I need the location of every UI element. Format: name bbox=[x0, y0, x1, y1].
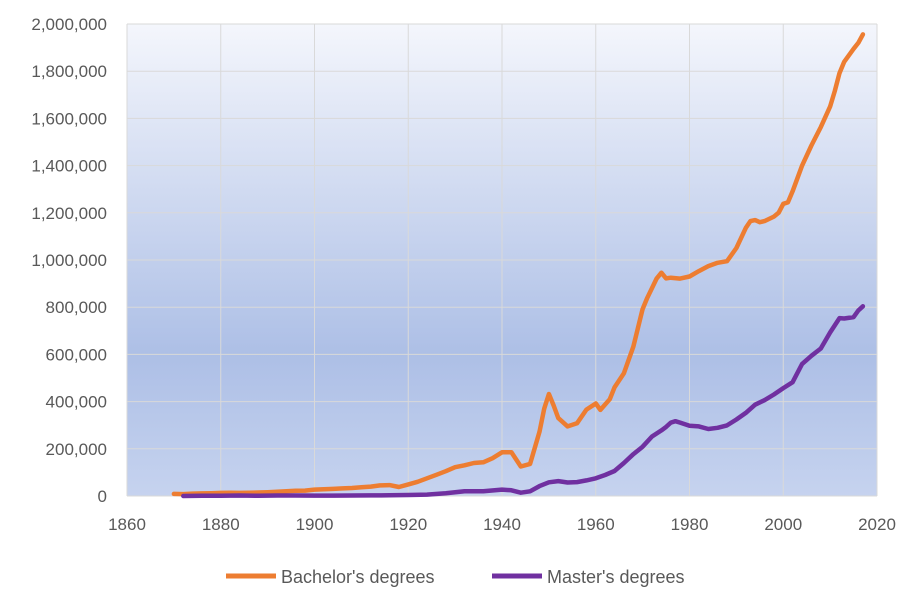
legend-label-1: Master's degrees bbox=[547, 567, 685, 587]
x-tick-label: 2020 bbox=[858, 515, 896, 534]
series-lines bbox=[171, 32, 866, 499]
y-tick-label: 0 bbox=[98, 487, 107, 506]
y-tick-label: 200,000 bbox=[46, 440, 107, 459]
legend: Bachelor's degrees Master's degrees bbox=[226, 567, 685, 587]
y-tick-label: 400,000 bbox=[46, 393, 107, 412]
y-tick-label: 1,600,000 bbox=[31, 109, 107, 128]
y-tick-label: 800,000 bbox=[46, 298, 107, 317]
y-tick-label: 1,400,000 bbox=[31, 157, 107, 176]
x-tick-label: 1940 bbox=[483, 515, 521, 534]
y-tick-label: 600,000 bbox=[46, 345, 107, 364]
y-tick-label: 1,200,000 bbox=[31, 204, 107, 223]
legend-label-0: Bachelor's degrees bbox=[281, 567, 435, 587]
y-tick-label: 1,800,000 bbox=[31, 62, 107, 81]
grid-lines bbox=[126, 23, 878, 497]
x-tick-label: 1880 bbox=[202, 515, 240, 534]
y-axis: 0 200,000 400,000 600,000 800,000 1,000,000 1,… bbox=[31, 15, 107, 506]
x-tick-label: 1860 bbox=[108, 515, 146, 534]
x-axis: 1860 1880 1900 1920 1940 1960 1980 2000 2020 bbox=[108, 515, 896, 534]
series-line-1 bbox=[181, 304, 866, 499]
x-tick-label: 1960 bbox=[577, 515, 615, 534]
y-tick-label: 1,000,000 bbox=[31, 251, 107, 270]
x-tick-label: 1900 bbox=[296, 515, 334, 534]
x-tick-label: 1980 bbox=[671, 515, 709, 534]
x-tick-label: 2000 bbox=[764, 515, 802, 534]
x-tick-label: 1920 bbox=[389, 515, 427, 534]
y-tick-label: 2,000,000 bbox=[31, 15, 107, 34]
series-line-0 bbox=[171, 32, 866, 497]
